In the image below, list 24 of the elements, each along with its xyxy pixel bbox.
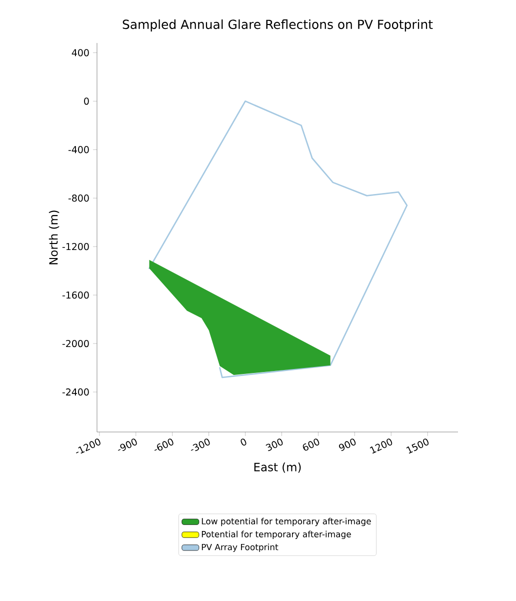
- y-tick-label: -1200: [62, 242, 89, 250]
- y-tick-label: -400: [68, 146, 89, 154]
- y-tick-label: -2400: [62, 388, 89, 396]
- legend-label: Potential for temporary after-image: [202, 530, 351, 539]
- y-tick-label: -2000: [62, 340, 89, 348]
- x-tick-label: 900: [338, 438, 356, 452]
- x-tick-label: -600: [154, 438, 174, 451]
- x-tick-label: 600: [302, 438, 320, 451]
- x-axis-title: East (m): [254, 462, 301, 473]
- x-tick-label: 300: [266, 438, 283, 452]
- legend-label: PV Array Footprint: [202, 544, 278, 552]
- y-tick-label: -1600: [62, 291, 89, 299]
- x-tick-label: -300: [190, 438, 210, 452]
- x-tick-label: -900: [118, 438, 137, 452]
- legend-label: Low potential for temporary after-image: [202, 518, 371, 526]
- chart-title: Sampled Annual Glare Reflections on PV Footprint: [122, 19, 433, 32]
- x-tick-label: 1500: [406, 438, 429, 454]
- y-axis-title: North (m): [48, 210, 60, 264]
- x-tick-label: 1200: [370, 438, 392, 454]
- y-tick-label: 400: [72, 49, 89, 56]
- y-tick-label: -800: [68, 194, 89, 202]
- line-series: [148, 100, 408, 378]
- y-tick-label: 0: [84, 98, 89, 105]
- x-tick-label: 0: [240, 438, 246, 446]
